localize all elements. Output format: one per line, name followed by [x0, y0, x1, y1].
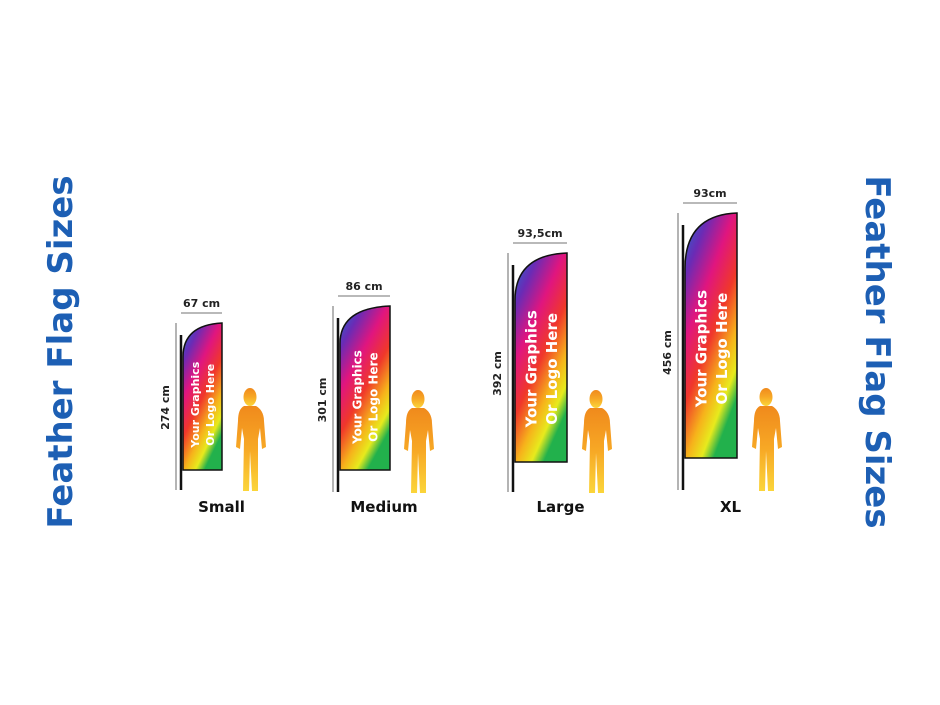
- flag-text: Your Graphics Or Logo Here: [350, 350, 380, 445]
- width-label: 86 cm: [345, 280, 382, 293]
- size-name: Medium: [350, 498, 417, 516]
- height-label: 392 cm: [491, 351, 504, 396]
- flag-text-line: Or Logo Here: [543, 313, 561, 425]
- width-label: 93,5cm: [517, 227, 562, 240]
- flag-text-line: Or Logo Here: [713, 293, 731, 405]
- flag: [339, 305, 391, 471]
- flag-text-line: Your Graphics: [693, 290, 711, 408]
- flag-text-line: Or Logo Here: [204, 364, 217, 446]
- size-name: XL: [720, 498, 742, 516]
- person-silhouette: [236, 388, 266, 491]
- person-silhouette: [582, 390, 612, 493]
- flag: [182, 322, 223, 471]
- flag-text-line: Or Logo Here: [367, 352, 381, 441]
- height-label: 301 cm: [316, 378, 329, 423]
- flag-text: Your Graphics Or Logo Here: [523, 310, 561, 428]
- flag-text-line: Your Graphics: [523, 310, 541, 428]
- flag: [514, 252, 568, 463]
- side-title: Feather Flag Sizes: [41, 175, 81, 528]
- size-name: Small: [198, 498, 245, 516]
- height-label: 274 cm: [159, 385, 172, 430]
- flag-text: Your Graphics Or Logo Here: [189, 361, 217, 448]
- flag: [684, 212, 738, 459]
- person-silhouette: [752, 388, 782, 491]
- flag-text-line: Your Graphics: [350, 350, 364, 445]
- height-label: 456 cm: [661, 330, 674, 375]
- side-title: Feather Flag Sizes: [857, 175, 897, 528]
- flag-text-line: Your Graphics: [189, 361, 202, 448]
- width-label: 93cm: [693, 187, 726, 200]
- flag-text: Your Graphics Or Logo Here: [693, 290, 731, 408]
- width-label: 67 cm: [183, 297, 220, 310]
- person-silhouette: [404, 390, 434, 493]
- size-name: Large: [537, 498, 585, 516]
